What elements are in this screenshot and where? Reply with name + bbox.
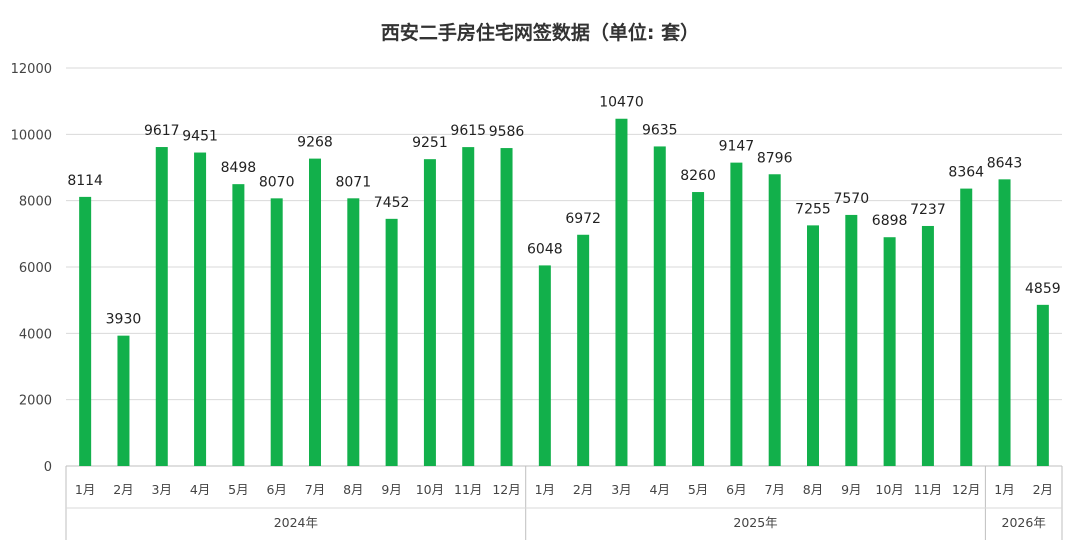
year-label: 2026年 bbox=[1002, 515, 1046, 530]
x-tick-label: 8月 bbox=[343, 482, 363, 497]
bar bbox=[998, 179, 1011, 466]
y-tick-label: 2000 bbox=[19, 394, 52, 409]
x-tick-label: 12月 bbox=[952, 482, 980, 497]
x-tick-label: 4月 bbox=[190, 482, 210, 497]
x-tick-label: 2月 bbox=[573, 482, 593, 497]
year-label: 2024年 bbox=[274, 515, 318, 530]
bar bbox=[615, 118, 628, 467]
bar bbox=[79, 196, 92, 466]
bar bbox=[462, 147, 475, 467]
year-label: 2025年 bbox=[733, 515, 777, 530]
data-label: 8796 bbox=[757, 150, 793, 166]
data-label: 4859 bbox=[1025, 281, 1061, 297]
x-tick-label: 2月 bbox=[1033, 482, 1053, 497]
bar bbox=[921, 225, 934, 466]
x-tick-label: 6月 bbox=[266, 482, 286, 497]
data-label: 9615 bbox=[450, 123, 486, 139]
bar bbox=[960, 188, 973, 466]
x-tick-label: 2月 bbox=[113, 482, 133, 497]
data-label: 9147 bbox=[719, 139, 755, 155]
x-tick-label: 4月 bbox=[650, 482, 670, 497]
data-label: 8071 bbox=[335, 174, 371, 190]
data-label: 9451 bbox=[182, 129, 218, 145]
bar bbox=[194, 152, 207, 466]
data-label: 8114 bbox=[67, 173, 103, 189]
bar bbox=[117, 335, 130, 466]
data-label: 8364 bbox=[948, 165, 984, 181]
x-tick-label: 1月 bbox=[535, 482, 555, 497]
x-tick-label: 8月 bbox=[803, 482, 823, 497]
bar bbox=[1036, 304, 1049, 466]
bar bbox=[577, 234, 590, 466]
x-tick-label: 10月 bbox=[416, 482, 444, 497]
y-tick-label: 6000 bbox=[19, 261, 52, 276]
data-label: 9586 bbox=[489, 124, 525, 140]
x-tick-label: 9月 bbox=[381, 482, 401, 497]
data-label: 8498 bbox=[221, 160, 257, 176]
x-tick-label: 5月 bbox=[688, 482, 708, 497]
data-label: 7255 bbox=[795, 201, 831, 217]
y-tick-label: 8000 bbox=[19, 195, 52, 210]
bar bbox=[270, 198, 283, 466]
bar bbox=[538, 265, 551, 466]
data-label: 8643 bbox=[987, 155, 1023, 171]
data-label: 9268 bbox=[297, 135, 333, 151]
y-tick-label: 4000 bbox=[19, 327, 52, 342]
bar bbox=[807, 225, 819, 466]
bar bbox=[883, 237, 896, 466]
chart-title: 西安二手房住宅网签数据（单位: 套） bbox=[380, 22, 700, 44]
x-tick-label: 1月 bbox=[75, 482, 95, 497]
data-label: 10470 bbox=[599, 95, 644, 111]
x-tick-label: 10月 bbox=[875, 482, 903, 497]
x-tick-label: 5月 bbox=[228, 482, 248, 497]
bar bbox=[845, 214, 858, 466]
data-label: 7570 bbox=[833, 191, 869, 207]
bar bbox=[232, 184, 245, 467]
data-label: 6898 bbox=[872, 213, 908, 229]
data-label: 8260 bbox=[680, 168, 716, 184]
y-tick-label: 0 bbox=[44, 460, 52, 475]
data-label: 9251 bbox=[412, 135, 448, 151]
bar bbox=[385, 218, 398, 466]
x-tick-label: 9月 bbox=[841, 482, 861, 497]
data-label: 3930 bbox=[106, 312, 142, 328]
bar bbox=[692, 192, 705, 466]
x-tick-label: 7月 bbox=[764, 482, 784, 497]
data-label: 6972 bbox=[565, 211, 601, 227]
data-label: 7237 bbox=[910, 202, 946, 218]
bar bbox=[768, 174, 781, 467]
x-tick-label: 6月 bbox=[726, 482, 746, 497]
data-label: 7452 bbox=[374, 195, 410, 211]
y-tick-label: 12000 bbox=[11, 62, 52, 77]
bar bbox=[309, 158, 321, 466]
x-tick-label: 3月 bbox=[152, 482, 172, 497]
x-tick-label: 1月 bbox=[994, 482, 1014, 497]
x-tick-label: 3月 bbox=[611, 482, 631, 497]
x-tick-label: 7月 bbox=[305, 482, 325, 497]
y-tick-label: 10000 bbox=[11, 128, 52, 143]
data-label: 9635 bbox=[642, 122, 678, 138]
bar bbox=[155, 147, 168, 466]
x-tick-label: 12月 bbox=[492, 482, 520, 497]
data-label: 6048 bbox=[527, 241, 563, 257]
bar bbox=[653, 146, 666, 467]
x-tick-label: 11月 bbox=[454, 482, 482, 497]
bar bbox=[347, 198, 360, 466]
bar bbox=[423, 159, 436, 466]
bar bbox=[730, 162, 743, 466]
bar bbox=[500, 148, 513, 466]
data-label: 8070 bbox=[259, 174, 295, 190]
data-label: 9617 bbox=[144, 123, 180, 139]
x-tick-label: 11月 bbox=[914, 482, 942, 497]
